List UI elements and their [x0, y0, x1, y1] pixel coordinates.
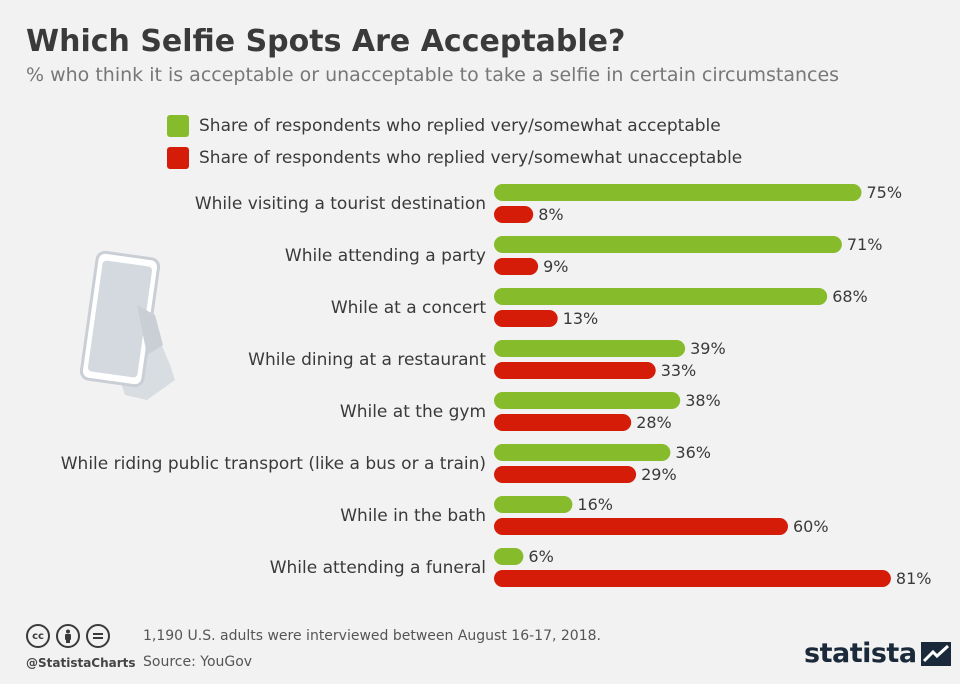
category-label: While attending a party: [285, 246, 486, 266]
category-label: While in the bath: [340, 506, 486, 526]
value-label-acceptable: 68%: [832, 287, 868, 306]
category-label: While attending a funeral: [270, 558, 486, 578]
source-text: Source: YouGov: [143, 654, 253, 670]
bar-acceptable: [494, 496, 573, 513]
chart-subtitle: % who think it is acceptable or unaccept…: [26, 64, 840, 86]
value-label-unacceptable: 81%: [896, 569, 932, 588]
bar-acceptable: [494, 288, 828, 305]
license-icons: cc: [26, 624, 110, 648]
category-row: While at a concert 68% 13%: [331, 287, 868, 328]
category-row: While riding public transport (like a bu…: [61, 443, 711, 484]
category-row: While in the bath 16% 60%: [340, 495, 828, 536]
bar-acceptable: [494, 236, 842, 253]
brand-wordmark: statista: [804, 638, 917, 669]
value-label-unacceptable: 13%: [563, 309, 599, 328]
bar-acceptable: [494, 548, 524, 565]
value-label-acceptable: 16%: [577, 495, 613, 514]
category-row: While at the gym 38% 28%: [340, 391, 721, 432]
category-row: While attending a funeral 6% 81%: [270, 547, 932, 588]
bar-unacceptable: [494, 518, 788, 535]
category-label: While at a concert: [331, 298, 487, 318]
bar-unacceptable: [494, 258, 539, 275]
statista-mark-icon: [920, 641, 951, 666]
value-label-acceptable: 36%: [675, 443, 711, 462]
by-icon: [56, 624, 80, 648]
bar-unacceptable: [494, 206, 534, 223]
bar-acceptable: [494, 392, 681, 409]
legend: Share of respondents who replied very/so…: [167, 110, 742, 174]
bar-unacceptable: [494, 570, 891, 587]
legend-item-unacceptable: Share of respondents who replied very/so…: [167, 142, 742, 174]
legend-item-acceptable: Share of respondents who replied very/so…: [167, 110, 742, 142]
category-label: While at the gym: [340, 402, 486, 422]
bar-acceptable: [494, 444, 671, 461]
bar-unacceptable: [494, 362, 656, 379]
legend-label-unacceptable: Share of respondents who replied very/so…: [199, 148, 743, 168]
legend-label-acceptable: Share of respondents who replied very/so…: [199, 116, 721, 136]
category-label: While riding public transport (like a bu…: [61, 454, 486, 474]
value-label-unacceptable: 60%: [793, 517, 829, 536]
legend-swatch-acceptable: [167, 115, 189, 137]
phone-hand-illustration: [79, 250, 175, 400]
survey-note: 1,190 U.S. adults were interviewed betwe…: [143, 628, 601, 644]
legend-swatch-unacceptable: [167, 147, 189, 169]
value-label-acceptable: 71%: [847, 235, 883, 254]
value-label-acceptable: 6%: [528, 547, 553, 566]
social-handle[interactable]: @StatistaCharts: [26, 656, 136, 670]
value-label-acceptable: 75%: [867, 183, 903, 202]
bar-unacceptable: [494, 310, 558, 327]
bar-acceptable: [494, 184, 862, 201]
category-row: While visiting a tourist destination 75% 8…: [195, 183, 902, 224]
bar-unacceptable: [494, 414, 632, 431]
chart-title: Which Selfie Spots Are Acceptable?: [26, 24, 626, 59]
category-label: While visiting a tourist destination: [195, 194, 486, 214]
value-label-unacceptable: 9%: [543, 257, 568, 276]
bar-unacceptable: [494, 466, 637, 483]
bar-acceptable: [494, 340, 686, 357]
category-label: While dining at a restaurant: [248, 350, 486, 370]
category-row: While attending a party 71% 9%: [285, 235, 883, 276]
value-label-unacceptable: 28%: [636, 413, 672, 432]
statista-logo[interactable]: statista: [804, 638, 951, 669]
nd-icon: [86, 624, 110, 648]
cc-icon: cc: [26, 624, 50, 648]
value-label-acceptable: 38%: [685, 391, 721, 410]
value-label-unacceptable: 8%: [538, 205, 563, 224]
value-label-unacceptable: 29%: [641, 465, 677, 484]
value-label-acceptable: 39%: [690, 339, 726, 358]
category-row: While dining at a restaurant 39% 33%: [248, 339, 725, 380]
value-label-unacceptable: 33%: [661, 361, 697, 380]
